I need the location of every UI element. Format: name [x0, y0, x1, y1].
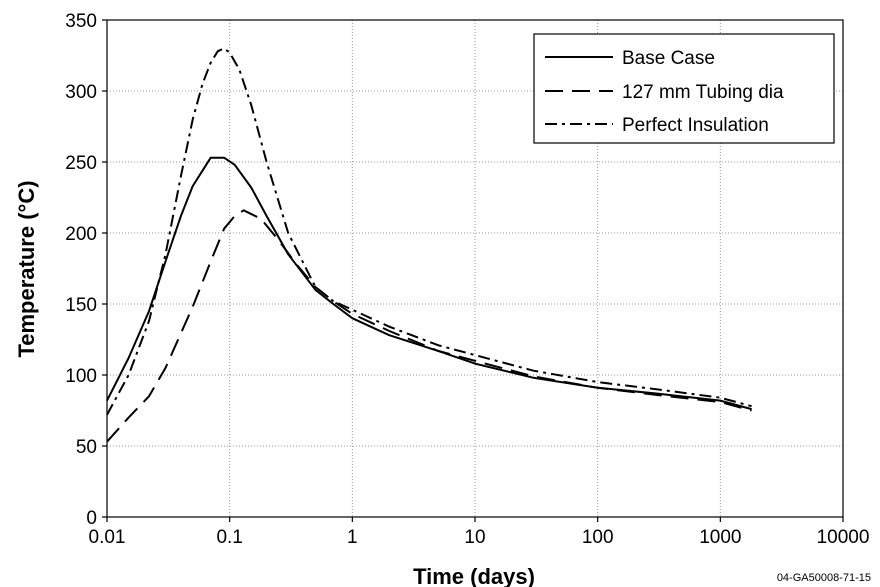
series-line-base-case: [106, 156, 752, 411]
legend-label-tubing-dia: 127 mm Tubing dia: [622, 82, 784, 103]
x-tick-label: 1000: [699, 527, 741, 548]
legend-box: [533, 33, 835, 144]
y-tick-label: 200: [65, 224, 97, 245]
y-axis-title: Temperature (°C): [14, 180, 39, 357]
series-lines: [106, 47, 752, 443]
y-tick-label: 100: [65, 366, 97, 387]
x-tick-label: 1: [347, 527, 358, 548]
y-tick-label: 350: [65, 11, 97, 32]
y-tick-label: 150: [65, 295, 97, 316]
y-tick-label: 50: [76, 437, 97, 458]
series-line-perfect-insulation: [106, 47, 752, 416]
figure-id: 04-GA50008-71-15: [777, 572, 871, 584]
y-axis-ticks: 0 50 100 150 200 250 300 350: [65, 11, 107, 529]
x-axis-ticks: 0.01 0.1 1 10 100 1000 10000: [89, 517, 870, 548]
legend: Base Case 127 mm Tubing dia Perfect Insu…: [533, 33, 835, 144]
x-tick-label: 100: [582, 527, 614, 548]
x-tick-label: 10: [464, 527, 485, 548]
y-tick-label: 250: [65, 153, 97, 174]
y-tick-label: 300: [65, 82, 97, 103]
x-tick-label: 0.01: [89, 527, 126, 548]
x-axis-title: Time (days): [413, 564, 535, 587]
legend-label-perfect-insulation: Perfect Insulation: [622, 115, 769, 136]
x-tick-label: 10000: [817, 527, 870, 548]
x-tick-label: 0.1: [216, 527, 242, 548]
y-tick-label: 0: [86, 508, 97, 529]
grid-lines: [107, 20, 843, 517]
series-line-127-mm-tubing-dia: [106, 209, 752, 443]
legend-label-base-case: Base Case: [622, 48, 715, 69]
